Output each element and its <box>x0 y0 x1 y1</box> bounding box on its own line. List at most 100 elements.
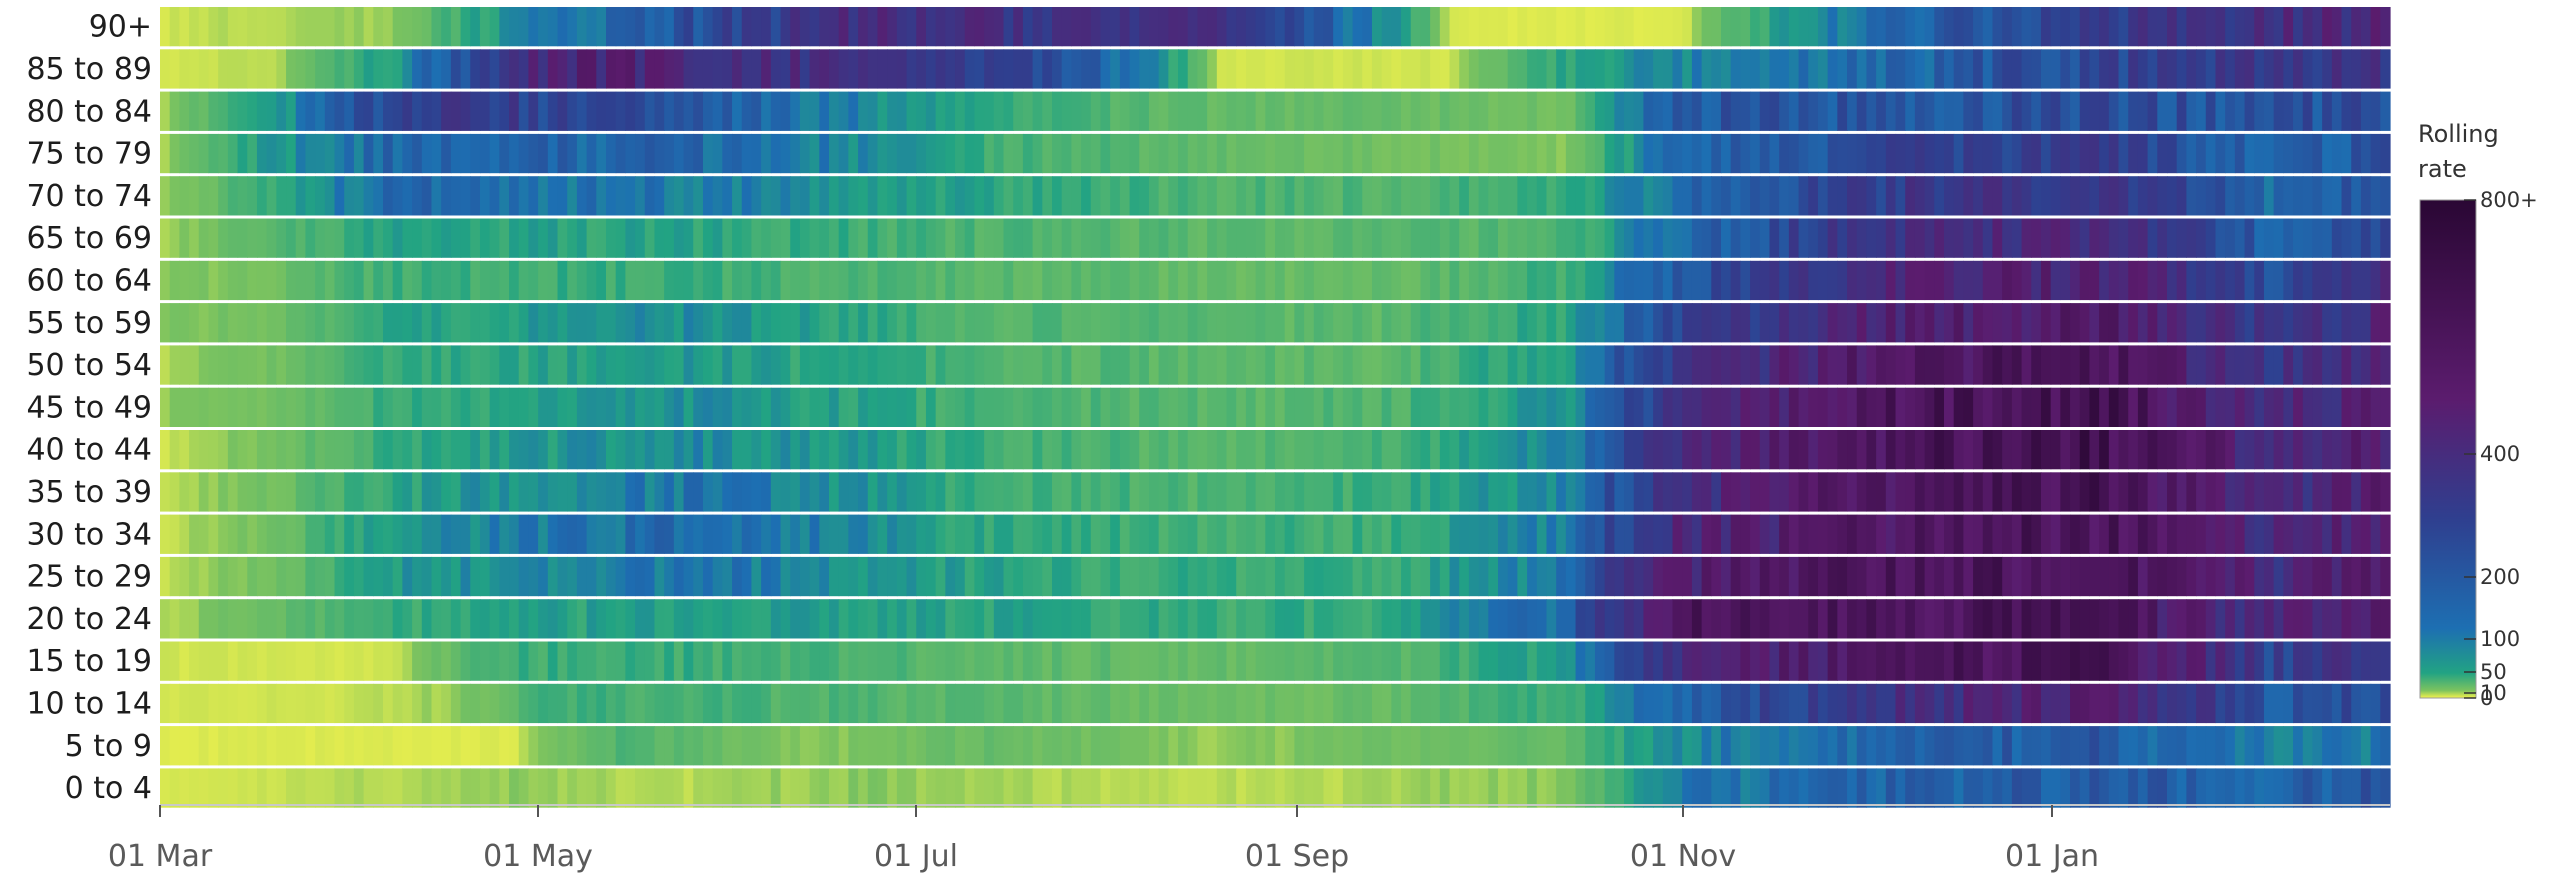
heatmap-cell <box>1352 683 1363 724</box>
heatmap-cell <box>945 345 956 385</box>
heatmap-cell <box>499 472 510 512</box>
heatmap-cell <box>1779 260 1790 301</box>
heatmap-cell <box>722 641 733 681</box>
heatmap-cell <box>1847 514 1858 554</box>
heatmap-cell <box>2234 641 2246 681</box>
heatmap-cell <box>344 303 355 343</box>
heatmap-cell <box>363 260 374 301</box>
heatmap-cell <box>1061 556 1072 597</box>
heatmap-cell <box>538 49 549 89</box>
heatmap-cell <box>1992 768 2003 808</box>
heatmap-cell <box>1847 430 1858 470</box>
heatmap-cell <box>2380 176 2391 216</box>
heatmap-cell <box>334 726 345 766</box>
heatmap-cell <box>586 133 597 174</box>
heatmap-cell <box>441 599 452 639</box>
row-label: 55 to 59 <box>26 306 152 341</box>
heatmap-cell <box>751 133 762 174</box>
heatmap-cell <box>2341 387 2352 427</box>
heatmap-cell <box>499 260 510 301</box>
heatmap-cell <box>1391 7 1402 47</box>
heatmap-cell <box>431 7 442 47</box>
heatmap-cell <box>1226 472 1237 512</box>
heatmap-cell <box>421 430 433 470</box>
heatmap-cell <box>1236 514 1247 554</box>
heatmap-cell <box>1711 768 1722 808</box>
heatmap-cell <box>1275 641 1286 681</box>
heatmap-cell <box>1100 218 1111 258</box>
heatmap-cell <box>964 514 976 554</box>
heatmap-cell <box>644 387 656 427</box>
heatmap-cell <box>1381 218 1392 258</box>
heatmap-cell <box>1546 260 1557 301</box>
heatmap-cell <box>683 218 694 258</box>
heatmap-cell <box>266 345 277 385</box>
heatmap-cell <box>2380 49 2391 89</box>
heatmap-cell <box>392 472 403 512</box>
heatmap-cell <box>2157 768 2168 808</box>
heatmap-cell <box>1061 768 1072 808</box>
heatmap-cell <box>877 599 888 639</box>
heatmap-cell <box>2225 133 2236 174</box>
heatmap-cell <box>2157 91 2168 131</box>
heatmap-cell <box>450 133 462 174</box>
heatmap-cell <box>383 514 394 554</box>
heatmap-cell <box>1478 133 1489 174</box>
heatmap-cell <box>2302 387 2314 427</box>
heatmap-cell <box>1265 514 1276 554</box>
heatmap-cell <box>1061 430 1072 470</box>
heatmap-cell <box>1769 218 1780 258</box>
heatmap-cell <box>450 7 462 47</box>
heatmap-cell <box>383 726 394 766</box>
heatmap-cell <box>2283 49 2294 89</box>
heatmap-cell <box>1992 430 2003 470</box>
heatmap-cell <box>2263 176 2275 216</box>
heatmap-cell <box>431 260 442 301</box>
heatmap-cell <box>1527 683 1538 724</box>
heatmap-cell <box>1410 683 1422 724</box>
heatmap-cell <box>1837 768 1848 808</box>
heatmap-cell <box>266 7 277 47</box>
heatmap-cell <box>460 218 471 258</box>
heatmap-cell <box>761 514 772 554</box>
heatmap-cell <box>305 91 316 131</box>
heatmap-cell <box>557 472 568 512</box>
heatmap-cell <box>2244 303 2255 343</box>
heatmap-cell <box>887 472 898 512</box>
heatmap-cell <box>1022 7 1034 47</box>
heatmap-cell <box>887 133 898 174</box>
heatmap-cell <box>2205 641 2217 681</box>
heatmap-cell <box>2002 683 2013 724</box>
heatmap-cell <box>693 218 704 258</box>
heatmap-cell <box>1488 472 1499 512</box>
heatmap-cell <box>189 599 200 639</box>
heatmap-cell <box>160 133 171 174</box>
heatmap-cell <box>2370 7 2381 47</box>
heatmap-cell <box>1594 91 1606 131</box>
heatmap-cell <box>179 260 190 301</box>
heatmap-cell <box>315 91 326 131</box>
heatmap-cell <box>2254 345 2265 385</box>
heatmap-cell <box>955 641 966 681</box>
heatmap-cell <box>2108 556 2120 597</box>
heatmap-cell <box>625 218 636 258</box>
heatmap-cell <box>344 7 355 47</box>
heatmap-cell <box>1255 49 1266 89</box>
heatmap-cell <box>2244 218 2255 258</box>
heatmap-cell <box>2254 176 2265 216</box>
heatmap-cell <box>2079 726 2091 766</box>
heatmap-cell <box>2302 556 2314 597</box>
heatmap-cell <box>1168 303 1179 343</box>
heatmap-cell <box>2040 683 2052 724</box>
heatmap-cell <box>353 430 365 470</box>
heatmap-cell <box>1992 472 2003 512</box>
heatmap-cell <box>1081 683 1092 724</box>
heatmap-cell <box>1420 472 1431 512</box>
heatmap-cell <box>1633 683 1645 724</box>
heatmap-cell <box>2176 683 2187 724</box>
heatmap-cell <box>770 91 782 131</box>
heatmap-cell <box>1759 514 1771 554</box>
heatmap-cell <box>1468 260 1480 301</box>
heatmap-cell <box>1071 91 1082 131</box>
heatmap-cell <box>1333 176 1344 216</box>
